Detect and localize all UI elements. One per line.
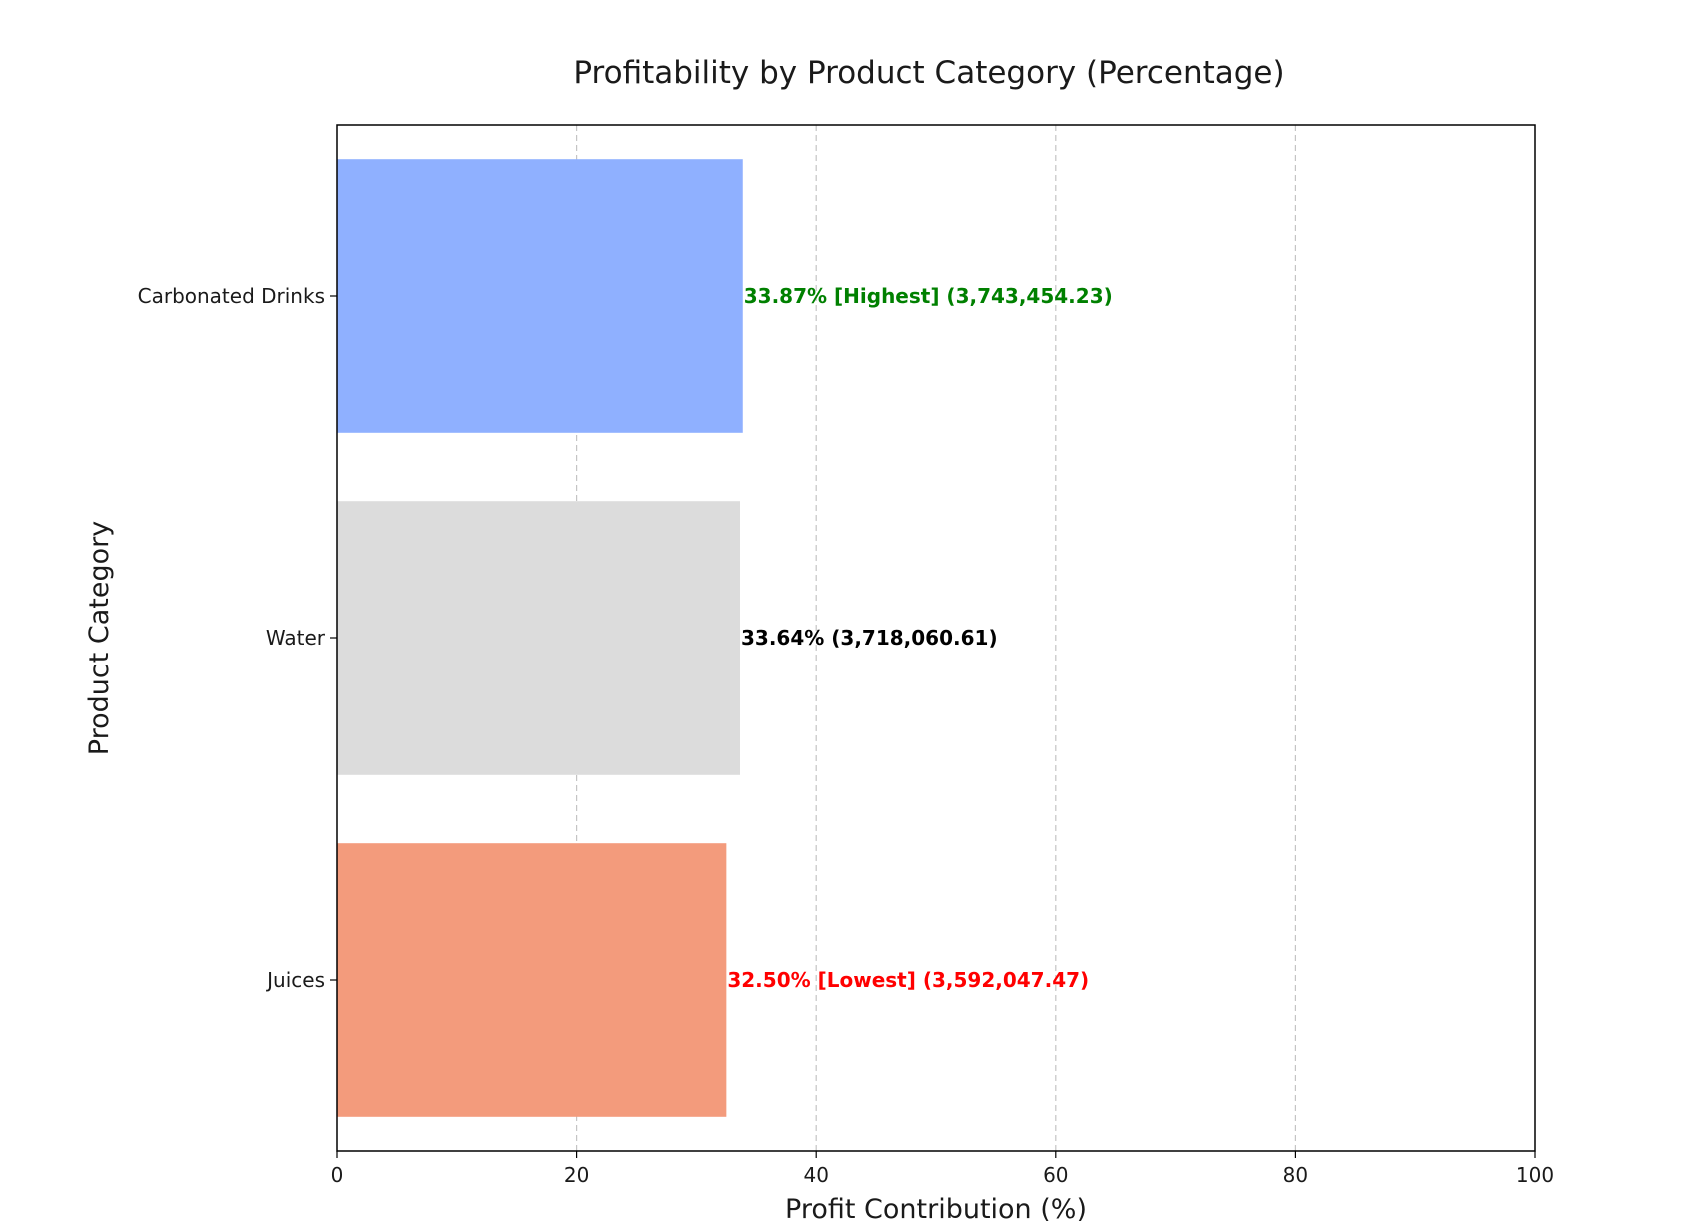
data-label: 33.64% (3,718,060.61) — [741, 626, 998, 650]
x-tick-label: 20 — [564, 1163, 589, 1187]
y-tick-label: Carbonated Drinks — [138, 284, 325, 308]
x-tick-label: 100 — [1516, 1163, 1554, 1187]
bars-group — [337, 159, 743, 1117]
data-label: 33.87% [Highest] (3,743,454.23) — [744, 284, 1113, 308]
x-tick-label: 0 — [331, 1163, 344, 1187]
x-axis-ticks: 0 20 40 60 80 100 — [331, 1151, 1554, 1187]
data-labels: 33.87% [Highest] (3,743,454.23) 33.64% (3… — [727, 284, 1112, 992]
chart-title: Profitability by Product Category (Perce… — [573, 55, 1284, 91]
y-tick-label: Juices — [265, 968, 325, 992]
bar-juices — [337, 843, 727, 1117]
x-tick-label: 80 — [1283, 1163, 1308, 1187]
y-axis-ticks: Carbonated Drinks Water Juices — [138, 284, 337, 992]
bar-water — [337, 501, 741, 775]
y-tick-label: Water — [266, 626, 326, 650]
y-axis-label: Product Category — [84, 521, 115, 755]
x-axis-label: Profit Contribution (%) — [785, 1194, 1087, 1221]
bar-carbonated-drinks — [337, 159, 743, 433]
x-tick-label: 40 — [803, 1163, 828, 1187]
data-label: 32.50% [Lowest] (3,592,047.47) — [727, 968, 1089, 992]
x-tick-label: 60 — [1043, 1163, 1068, 1187]
